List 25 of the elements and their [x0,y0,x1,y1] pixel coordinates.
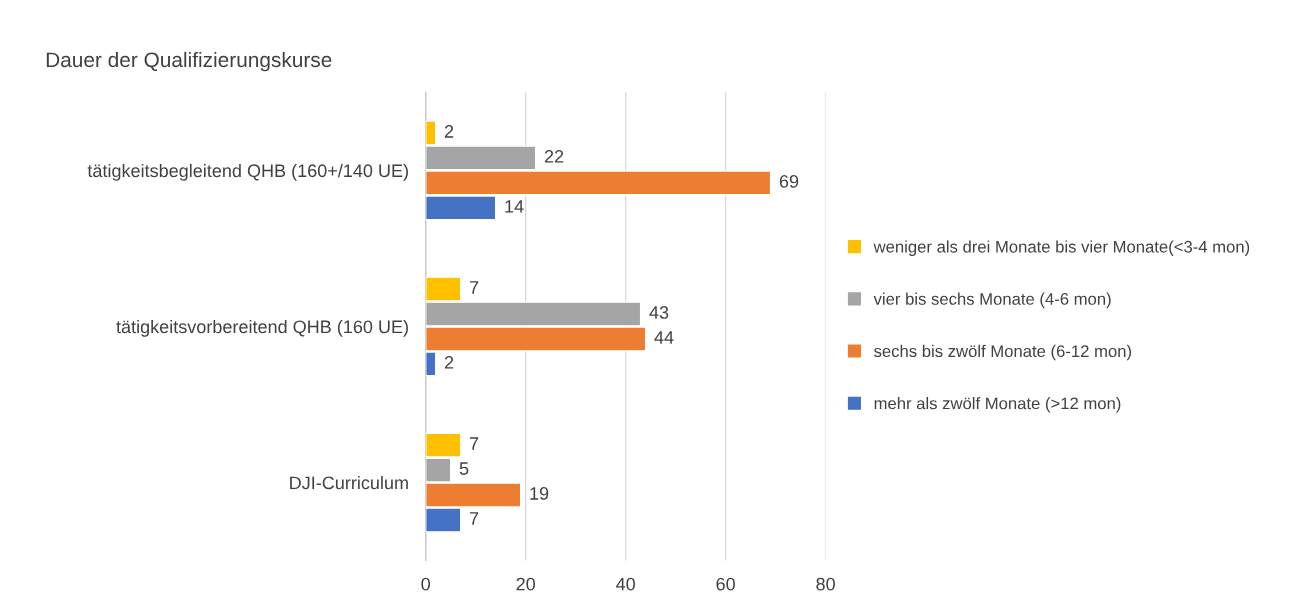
text: Dauer der Qualifizierungskurse [46,51,332,72]
x-tick-label: 40 [616,577,635,591]
legend-label: mehr als zwölf Monate (>12 mon) [874,397,1121,413]
y-tick-label: DJI-Curriculum [290,475,408,490]
legend-label: sechs bis zwölf Monate (6-12 mon) [874,344,1131,361]
data-label: 22 [544,150,564,163]
data-label: 2 [444,355,454,369]
legend-label: vier bis sechs Monate (4-6 mon) [873,292,1111,309]
x-tick-label: 80 [816,577,835,591]
data-label: 19 [530,487,549,500]
y-tick-label: tätigkeitsvorbereitend QHB (160 UE) [116,319,408,337]
data-label: 44 [654,331,674,344]
x-tick-label: 20 [516,577,536,591]
data-label: 2 [444,125,454,138]
data-label: 5 [459,462,469,475]
data-label: 14 [505,200,524,213]
data-label: 43 [649,306,669,319]
data-label: 69 [779,174,799,188]
x-tick-label: 60 [716,577,735,591]
x-tick-label: 0 [421,577,431,591]
data-label: 7 [469,281,479,294]
legend-label: weniger als drei Monate bis vier Monate(<3-4 mon) [873,240,1250,256]
y-tick-label: tätigkeitsbegleitend QHB (160+/140 UE) [87,163,408,181]
data-label: 7 [469,437,479,450]
data-label: 7 [469,512,479,525]
